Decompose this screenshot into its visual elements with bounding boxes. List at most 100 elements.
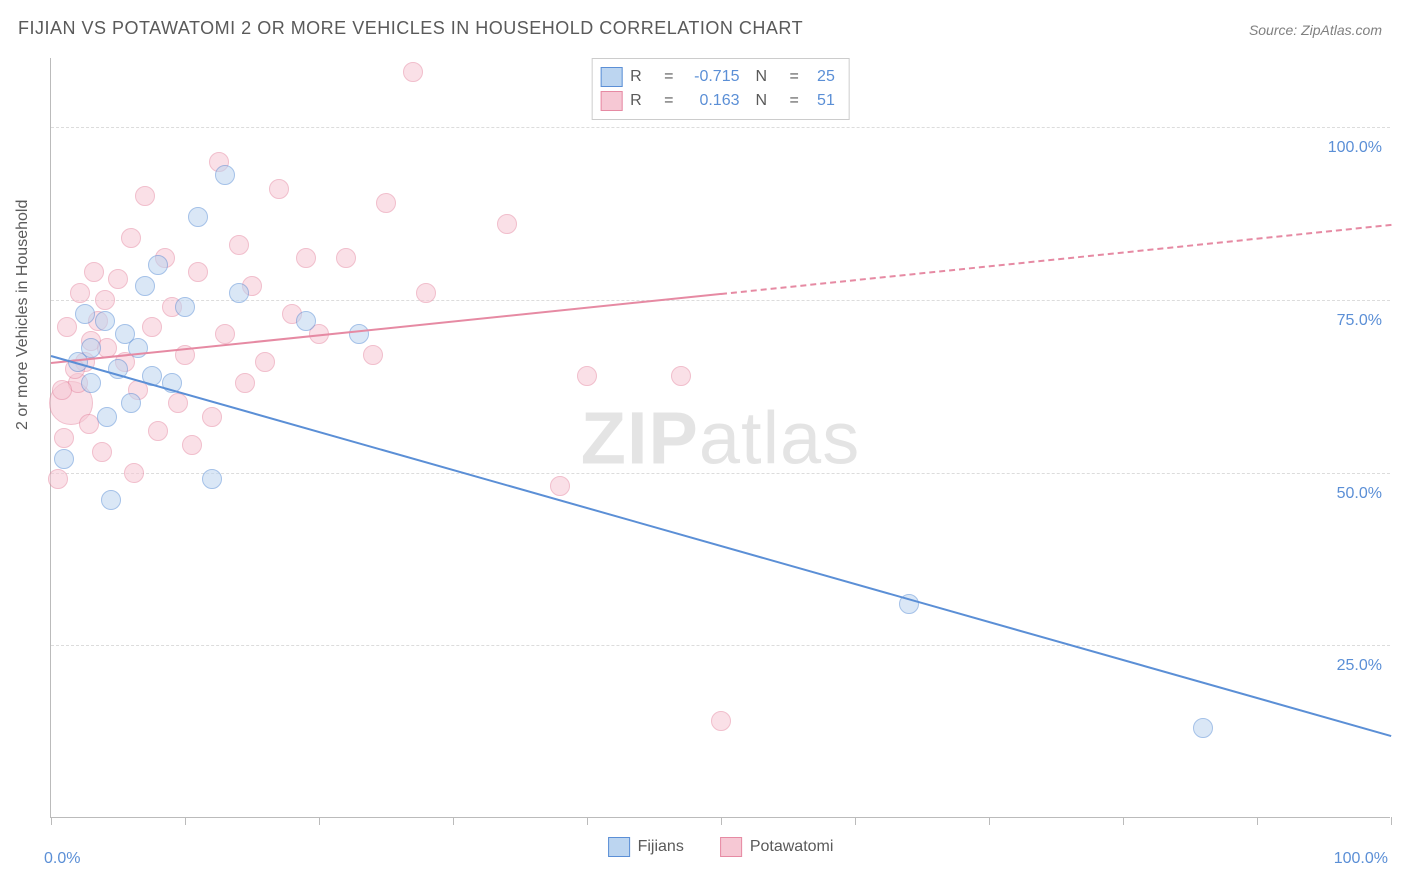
n-label: N bbox=[756, 65, 782, 89]
data-point-potawatomi bbox=[57, 317, 77, 337]
data-point-potawatomi bbox=[416, 283, 436, 303]
data-point-fijians bbox=[97, 407, 117, 427]
data-point-potawatomi bbox=[142, 317, 162, 337]
trendline-potawatomi-extrapolated bbox=[721, 224, 1391, 295]
data-point-potawatomi bbox=[84, 262, 104, 282]
data-point-fijians bbox=[349, 324, 369, 344]
y-tick-label: 50.0% bbox=[1337, 485, 1382, 503]
legend-item-potawatomi: Potawatomi bbox=[720, 837, 834, 857]
data-point-potawatomi bbox=[215, 324, 235, 344]
data-point-fijians bbox=[101, 490, 121, 510]
y-axis-label: 2 or more Vehicles in Household bbox=[14, 200, 32, 430]
x-tick bbox=[1123, 817, 1124, 825]
data-point-potawatomi bbox=[54, 428, 74, 448]
x-tick bbox=[453, 817, 454, 825]
data-point-potawatomi bbox=[188, 262, 208, 282]
x-tick bbox=[855, 817, 856, 825]
chart-title: FIJIAN VS POTAWATOMI 2 OR MORE VEHICLES … bbox=[18, 18, 803, 39]
data-point-fijians bbox=[215, 165, 235, 185]
data-point-potawatomi bbox=[124, 463, 144, 483]
data-point-fijians bbox=[115, 324, 135, 344]
legend-label-potawatomi: Potawatomi bbox=[750, 838, 834, 856]
swatch-fijians bbox=[608, 837, 630, 857]
data-point-fijians bbox=[148, 255, 168, 275]
data-point-potawatomi bbox=[95, 290, 115, 310]
data-point-potawatomi bbox=[182, 435, 202, 455]
data-point-potawatomi bbox=[168, 393, 188, 413]
equals-sign: = bbox=[664, 65, 673, 89]
x-tick bbox=[587, 817, 588, 825]
x-tick bbox=[1257, 817, 1258, 825]
data-point-fijians bbox=[135, 276, 155, 296]
watermark-bold: ZIP bbox=[581, 396, 699, 479]
data-point-potawatomi bbox=[92, 442, 112, 462]
data-point-fijians bbox=[202, 469, 222, 489]
legend-item-fijians: Fijians bbox=[608, 837, 684, 857]
x-tick bbox=[185, 817, 186, 825]
y-tick-label: 75.0% bbox=[1337, 312, 1382, 330]
data-point-fijians bbox=[75, 304, 95, 324]
data-point-potawatomi bbox=[48, 469, 68, 489]
data-point-potawatomi bbox=[269, 179, 289, 199]
n-value-fijians: 25 bbox=[807, 65, 835, 89]
r-label: R bbox=[630, 65, 656, 89]
data-point-potawatomi bbox=[229, 235, 249, 255]
r-value-fijians: -0.715 bbox=[682, 65, 740, 89]
data-point-potawatomi bbox=[376, 193, 396, 213]
data-point-fijians bbox=[1193, 718, 1213, 738]
data-point-potawatomi bbox=[52, 380, 72, 400]
x-axis-max-label: 100.0% bbox=[1334, 850, 1388, 868]
data-point-potawatomi bbox=[255, 352, 275, 372]
y-tick-label: 100.0% bbox=[1328, 139, 1382, 157]
legend-label-fijians: Fijians bbox=[638, 838, 684, 856]
n-label: N bbox=[756, 89, 782, 113]
x-tick bbox=[721, 817, 722, 825]
r-label: R bbox=[630, 89, 656, 113]
equals-sign: = bbox=[664, 89, 673, 113]
stats-row-potawatomi: R = 0.163 N = 51 bbox=[600, 89, 835, 113]
data-point-potawatomi bbox=[135, 186, 155, 206]
data-point-potawatomi bbox=[148, 421, 168, 441]
data-point-potawatomi bbox=[497, 214, 517, 234]
x-tick bbox=[989, 817, 990, 825]
data-point-fijians bbox=[95, 311, 115, 331]
trendline-fijians bbox=[51, 355, 1392, 737]
swatch-fijians bbox=[600, 67, 622, 87]
gridline-h bbox=[51, 127, 1390, 128]
data-point-potawatomi bbox=[336, 248, 356, 268]
data-point-potawatomi bbox=[121, 228, 141, 248]
data-point-potawatomi bbox=[296, 248, 316, 268]
data-point-fijians bbox=[296, 311, 316, 331]
data-point-potawatomi bbox=[403, 62, 423, 82]
data-point-potawatomi bbox=[711, 711, 731, 731]
data-point-potawatomi bbox=[671, 366, 691, 386]
data-point-fijians bbox=[175, 297, 195, 317]
equals-sign: = bbox=[790, 89, 799, 113]
data-point-potawatomi bbox=[550, 476, 570, 496]
swatch-potawatomi bbox=[600, 91, 622, 111]
data-point-fijians bbox=[81, 373, 101, 393]
data-point-potawatomi bbox=[235, 373, 255, 393]
y-tick-label: 25.0% bbox=[1337, 657, 1382, 675]
data-point-fijians bbox=[121, 393, 141, 413]
data-point-potawatomi bbox=[108, 269, 128, 289]
gridline-h bbox=[51, 645, 1390, 646]
data-point-potawatomi bbox=[79, 414, 99, 434]
n-value-potawatomi: 51 bbox=[807, 89, 835, 113]
x-tick bbox=[319, 817, 320, 825]
watermark: ZIPatlas bbox=[581, 395, 860, 480]
correlation-stats-box: R = -0.715 N = 25 R = 0.163 N = 51 bbox=[591, 58, 850, 120]
data-point-fijians bbox=[54, 449, 74, 469]
gridline-h bbox=[51, 300, 1390, 301]
r-value-potawatomi: 0.163 bbox=[682, 89, 740, 113]
plot-area: ZIPatlas R = -0.715 N = 25 R = 0.163 N =… bbox=[50, 58, 1390, 818]
swatch-potawatomi bbox=[720, 837, 742, 857]
data-point-potawatomi bbox=[363, 345, 383, 365]
data-point-potawatomi bbox=[577, 366, 597, 386]
stats-row-fijians: R = -0.715 N = 25 bbox=[600, 65, 835, 89]
x-axis-min-label: 0.0% bbox=[44, 850, 80, 868]
data-point-fijians bbox=[229, 283, 249, 303]
x-tick bbox=[1391, 817, 1392, 825]
source-attribution: Source: ZipAtlas.com bbox=[1249, 22, 1382, 38]
data-point-potawatomi bbox=[202, 407, 222, 427]
